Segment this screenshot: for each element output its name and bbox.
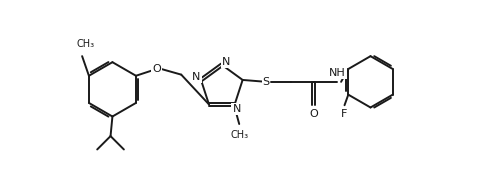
Text: S: S	[263, 77, 270, 87]
Text: CH₃: CH₃	[230, 130, 248, 140]
Text: N: N	[222, 57, 230, 67]
Text: O: O	[309, 109, 319, 119]
Text: F: F	[341, 109, 348, 119]
Text: N: N	[193, 72, 201, 82]
Text: N: N	[232, 104, 241, 114]
Text: O: O	[152, 64, 161, 74]
Text: NH: NH	[329, 68, 346, 78]
Text: CH₃: CH₃	[76, 39, 94, 49]
